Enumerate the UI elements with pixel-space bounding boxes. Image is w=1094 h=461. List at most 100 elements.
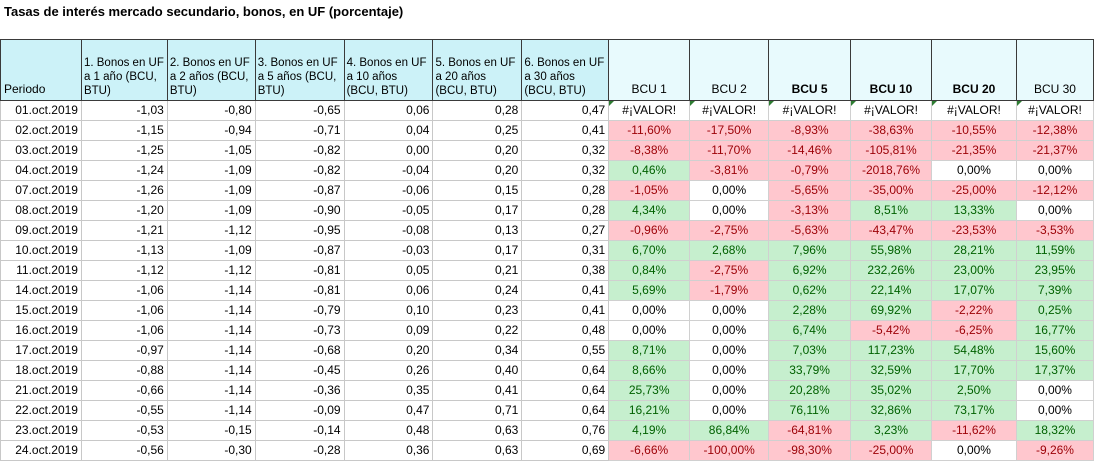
cell-bcu[interactable]: 73,17%	[931, 400, 1017, 421]
cell-bono[interactable]: -0,95	[254, 220, 345, 241]
cell-bcu[interactable]: -43,47%	[850, 220, 932, 241]
cell-bono[interactable]: 0,00	[343, 140, 434, 161]
cell-bcu[interactable]: -1,79%	[689, 280, 770, 301]
cell-bcu[interactable]: 5,69%	[608, 280, 691, 301]
cell-bono[interactable]: -0,71	[254, 120, 345, 141]
cell-bcu[interactable]: -98,30%	[768, 440, 852, 461]
cell-bono[interactable]: -0,90	[254, 200, 345, 221]
cell-bono[interactable]: 0,17	[432, 200, 523, 221]
cell-bcu[interactable]: 0,00%	[689, 400, 770, 421]
cell-periodo[interactable]: 22.oct.2019	[0, 400, 82, 421]
cell-bono[interactable]: -0,81	[254, 280, 345, 301]
cell-bono[interactable]: 0,48	[343, 420, 434, 441]
cell-bono[interactable]: -1,26	[80, 180, 168, 201]
cell-bcu[interactable]: 2,28%	[768, 300, 852, 321]
cell-bcu[interactable]: -2,75%	[689, 220, 770, 241]
cell-bono[interactable]: -0,56	[80, 440, 168, 461]
cell-bono[interactable]: -1,13	[80, 240, 168, 261]
cell-bono[interactable]: -1,09	[166, 200, 256, 221]
cell-bcu[interactable]: 23,95%	[1015, 260, 1094, 281]
cell-bono[interactable]: -0,80	[166, 100, 256, 121]
cell-bcu[interactable]: 54,48%	[931, 340, 1017, 361]
cell-bono[interactable]: 0,38	[521, 260, 610, 281]
cell-bono[interactable]: 0,34	[432, 340, 523, 361]
cell-periodo[interactable]: 23.oct.2019	[0, 420, 82, 441]
cell-bono[interactable]: -0,87	[254, 240, 345, 261]
cell-bono[interactable]: -1,24	[80, 160, 168, 181]
cell-bono[interactable]: 0,63	[432, 440, 523, 461]
cell-bcu[interactable]: 4,34%	[608, 200, 691, 221]
cell-bcu[interactable]: -12,12%	[1015, 180, 1094, 201]
header-bonos-30[interactable]: 6. Bonos en UF a 30 años (BCU, BTU)	[521, 39, 610, 101]
cell-bcu[interactable]: 2,68%	[689, 240, 770, 261]
header-bcu-2[interactable]: BCU 2	[689, 39, 770, 101]
cell-bcu[interactable]: 16,77%	[1015, 320, 1094, 341]
cell-bono[interactable]: -0,68	[254, 340, 345, 361]
cell-bono[interactable]: -0,06	[343, 180, 434, 201]
cell-bcu[interactable]: 0,00%	[689, 320, 770, 341]
cell-bono[interactable]: 0,36	[343, 440, 434, 461]
cell-bono[interactable]: -1,09	[166, 180, 256, 201]
cell-bcu[interactable]: -2,22%	[931, 300, 1017, 321]
cell-bono[interactable]: 0,63	[432, 420, 523, 441]
cell-bcu[interactable]: -11,60%	[608, 120, 691, 141]
cell-bcu[interactable]: -25,00%	[931, 180, 1017, 201]
cell-bcu[interactable]: -5,42%	[850, 320, 932, 341]
cell-bono[interactable]: 0,28	[521, 200, 610, 221]
cell-bono[interactable]: -1,14	[166, 340, 256, 361]
cell-bono[interactable]: -0,73	[254, 320, 345, 341]
cell-bcu[interactable]: 23,00%	[931, 260, 1017, 281]
cell-bono[interactable]: 0,28	[432, 100, 523, 121]
cell-bcu[interactable]: 0,00%	[1015, 400, 1094, 421]
cell-bcu[interactable]: -35,00%	[850, 180, 932, 201]
cell-bcu[interactable]: 17,70%	[931, 360, 1017, 381]
cell-bcu[interactable]: -10,55%	[931, 120, 1017, 141]
cell-bcu[interactable]: -25,00%	[850, 440, 932, 461]
cell-bcu[interactable]: 69,92%	[850, 300, 932, 321]
cell-bono[interactable]: -1,06	[80, 300, 168, 321]
header-periodo[interactable]: Periodo	[0, 39, 82, 101]
cell-bcu[interactable]: -3,53%	[1015, 220, 1094, 241]
cell-bcu[interactable]: 0,00%	[689, 200, 770, 221]
header-bcu-10[interactable]: BCU 10	[850, 39, 932, 101]
cell-bcu[interactable]: -14,46%	[768, 140, 852, 161]
cell-periodo[interactable]: 17.oct.2019	[0, 340, 82, 361]
cell-bono[interactable]: -1,14	[166, 360, 256, 381]
cell-bcu[interactable]: 0,00%	[689, 340, 770, 361]
cell-bcu[interactable]: 20,28%	[768, 380, 852, 401]
cell-bcu[interactable]: #¡VALOR!	[1015, 100, 1094, 121]
cell-bono[interactable]: 0,28	[521, 180, 610, 201]
cell-bcu[interactable]: -64,81%	[768, 420, 852, 441]
cell-bcu[interactable]: 7,03%	[768, 340, 852, 361]
cell-bono[interactable]: -0,15	[166, 420, 256, 441]
cell-bono[interactable]: -1,06	[80, 280, 168, 301]
cell-bcu[interactable]: 0,00%	[689, 180, 770, 201]
cell-bono[interactable]: 0,25	[432, 120, 523, 141]
cell-bcu[interactable]: 17,07%	[931, 280, 1017, 301]
cell-bono[interactable]: 0,26	[343, 360, 434, 381]
cell-bcu[interactable]: 0,84%	[608, 260, 691, 281]
cell-bono[interactable]: -0,28	[254, 440, 345, 461]
cell-bono[interactable]: -0,53	[80, 420, 168, 441]
cell-bcu[interactable]: 117,23%	[850, 340, 932, 361]
cell-bcu[interactable]: 11,59%	[1015, 240, 1094, 261]
cell-bcu[interactable]: 6,70%	[608, 240, 691, 261]
cell-bcu[interactable]: 35,02%	[850, 380, 932, 401]
cell-bcu[interactable]: 8,51%	[850, 200, 932, 221]
cell-bono[interactable]: 0,41	[521, 280, 610, 301]
cell-bono[interactable]: -0,94	[166, 120, 256, 141]
header-bcu-30[interactable]: BCU 30	[1015, 39, 1094, 101]
cell-bono[interactable]: -0,87	[254, 180, 345, 201]
cell-bono[interactable]: -0,03	[343, 240, 434, 261]
cell-bono[interactable]: -0,81	[254, 260, 345, 281]
cell-bono[interactable]: -1,15	[80, 120, 168, 141]
cell-bcu[interactable]: 86,84%	[689, 420, 770, 441]
cell-bcu[interactable]: 0,00%	[689, 300, 770, 321]
cell-bono[interactable]: 0,64	[521, 400, 610, 421]
cell-bcu[interactable]: -2018,76%	[850, 160, 932, 181]
cell-bono[interactable]: -1,09	[166, 160, 256, 181]
cell-bcu[interactable]: 22,14%	[850, 280, 932, 301]
header-bonos-20[interactable]: 5. Bonos en UF a 20 años (BCU, BTU)	[432, 39, 523, 101]
cell-bcu[interactable]: -5,65%	[768, 180, 852, 201]
cell-bono[interactable]: -0,04	[343, 160, 434, 181]
